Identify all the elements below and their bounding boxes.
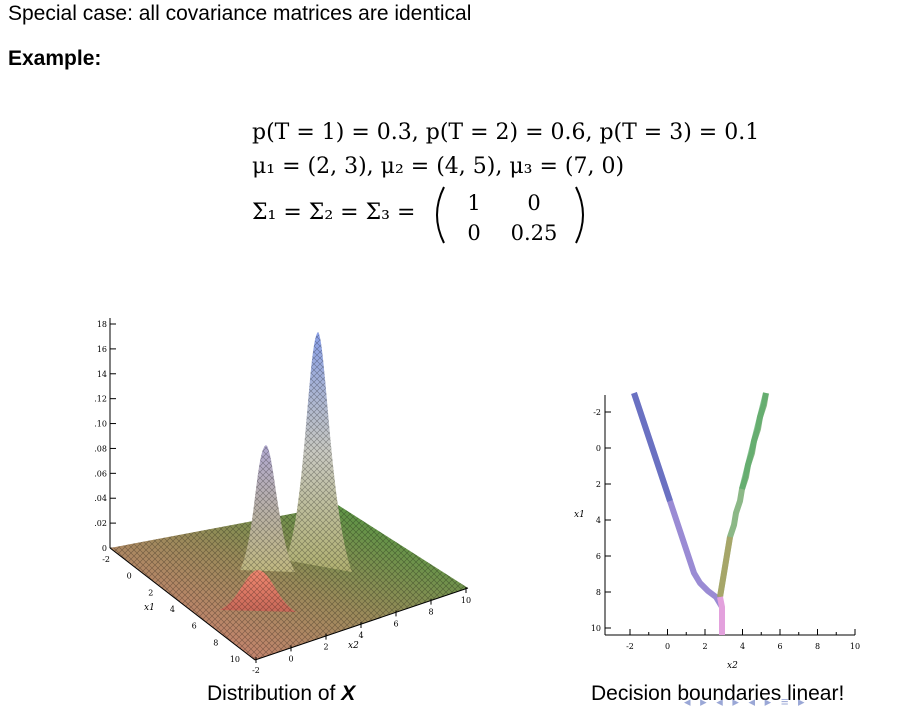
- x1-tick-label: 0: [127, 572, 132, 581]
- z-tick-label: .02: [94, 519, 107, 528]
- slide-heading: Special case: all covariance matrices ar…: [8, 2, 472, 25]
- surface-x2-label: x2: [348, 641, 359, 651]
- boundary-x-tick-label: 0: [665, 642, 670, 651]
- caption-variable-x: X: [341, 682, 356, 705]
- boundary-y-tick-label: 2: [596, 480, 601, 489]
- x2-tick-label: 4: [358, 631, 363, 640]
- x2-tick-label: 0: [288, 654, 293, 663]
- boundary-y-tick-label: -2: [593, 408, 601, 417]
- x1-tick-label: 10: [230, 655, 240, 664]
- x2-tick-label: 6: [393, 619, 398, 628]
- x1-tick-label: 6: [192, 622, 197, 631]
- x1-tick-label: 2: [148, 588, 153, 597]
- surface-plot: 18 16 14 .12 .10 .08 .06 .04 .02 0 -2 0 2 4 6 8 10 -2 0 2…: [94, 318, 471, 675]
- matrix-cell-21: 0: [467, 221, 480, 245]
- z-tick-label: .10: [94, 420, 107, 429]
- boundary-y-tick-label: 8: [596, 588, 601, 597]
- boundary-y-tick-label: 10: [591, 624, 601, 633]
- x2-tick-label: 8: [428, 608, 433, 617]
- boundary-y-tick-label: 6: [596, 552, 601, 561]
- boundary-plot: -2 0 2 4 6 8 10 -2 0 2 4 6 8 10 x1 x2: [574, 392, 860, 671]
- matrix-cell-11: 1: [467, 191, 480, 215]
- x2-tick-label: -2: [252, 666, 260, 675]
- boundary-x-tick-label: 8: [815, 642, 820, 651]
- z-tick-label: .04: [94, 494, 107, 503]
- x2-tick-label: 2: [323, 643, 328, 652]
- matrix-cell-12: 0: [527, 191, 540, 215]
- x1-axis: [109, 547, 256, 661]
- boundary-y-tick-label: 0: [596, 444, 601, 453]
- equation-priors: p(T = 1) = 0.3, p(T = 2) = 0.6, p(T = 3)…: [252, 120, 760, 145]
- caption-distribution-text: Distribution of: [207, 682, 342, 705]
- caption-distribution: Distribution of X: [207, 682, 355, 706]
- x1-tick-label: 4: [170, 605, 175, 614]
- boundary-x-label: x2: [727, 661, 738, 671]
- boundary-x-tick-label: 6: [777, 642, 782, 651]
- example-label: Example:: [8, 47, 102, 70]
- boundary-x-tick-label: 2: [702, 642, 707, 651]
- z-tick-label: 18: [97, 320, 107, 329]
- z-tick-label: 0: [102, 544, 107, 553]
- z-tick-label: .12: [94, 395, 107, 404]
- beamer-nav-controls[interactable]: ◂ ▸ ◂ ▸ ◂ ▸ ≡ ▸: [684, 694, 808, 709]
- z-tick-label: .08: [94, 444, 107, 453]
- equation-covariance: Σ₁ = Σ₂ = Σ₃ =: [252, 200, 416, 225]
- boundary-x-tick-label: -2: [626, 642, 634, 651]
- covariance-matrix: 1 0 0 0.25: [436, 186, 584, 245]
- z-tick-label: 16: [97, 345, 107, 354]
- caption-boundaries: Decision boundaries linear!: [591, 682, 845, 705]
- x2-tick-label: 10: [461, 596, 471, 605]
- x1-tick-label: -2: [102, 555, 110, 564]
- z-tick-label: .06: [94, 469, 107, 478]
- z-tick-label: 14: [97, 370, 107, 379]
- boundary-y-label: x1: [574, 510, 585, 520]
- boundary-x-tick-label: 4: [740, 642, 745, 651]
- x1-tick-label: 8: [213, 638, 218, 647]
- boundary-y-tick-label: 4: [596, 516, 601, 525]
- boundary-x-tick-label: 10: [850, 642, 860, 651]
- equation-means: μ₁ = (2, 3), μ₂ = (4, 5), μ₃ = (7, 0): [252, 154, 625, 179]
- boundary-line-bottom: [717, 596, 725, 635]
- surface-x1-label: x1: [144, 603, 155, 613]
- matrix-cell-22: 0.25: [511, 221, 558, 245]
